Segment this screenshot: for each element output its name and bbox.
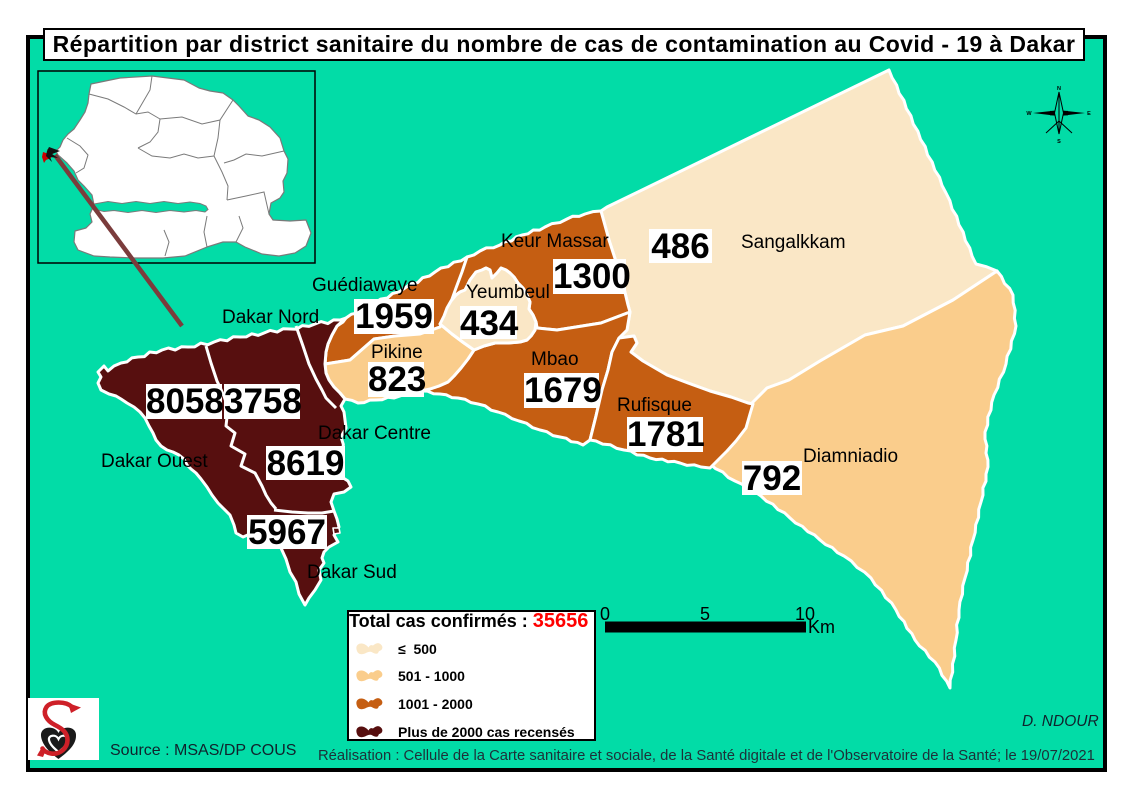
svg-text:N: N	[1057, 86, 1061, 92]
svg-text:Km: Km	[808, 617, 835, 637]
svg-text:0: 0	[600, 604, 610, 624]
svg-text:10: 10	[795, 604, 815, 624]
svg-text:E: E	[1087, 111, 1091, 117]
svg-text:W: W	[1026, 111, 1032, 117]
svg-text:5: 5	[700, 604, 710, 624]
svg-text:S: S	[1057, 139, 1061, 145]
